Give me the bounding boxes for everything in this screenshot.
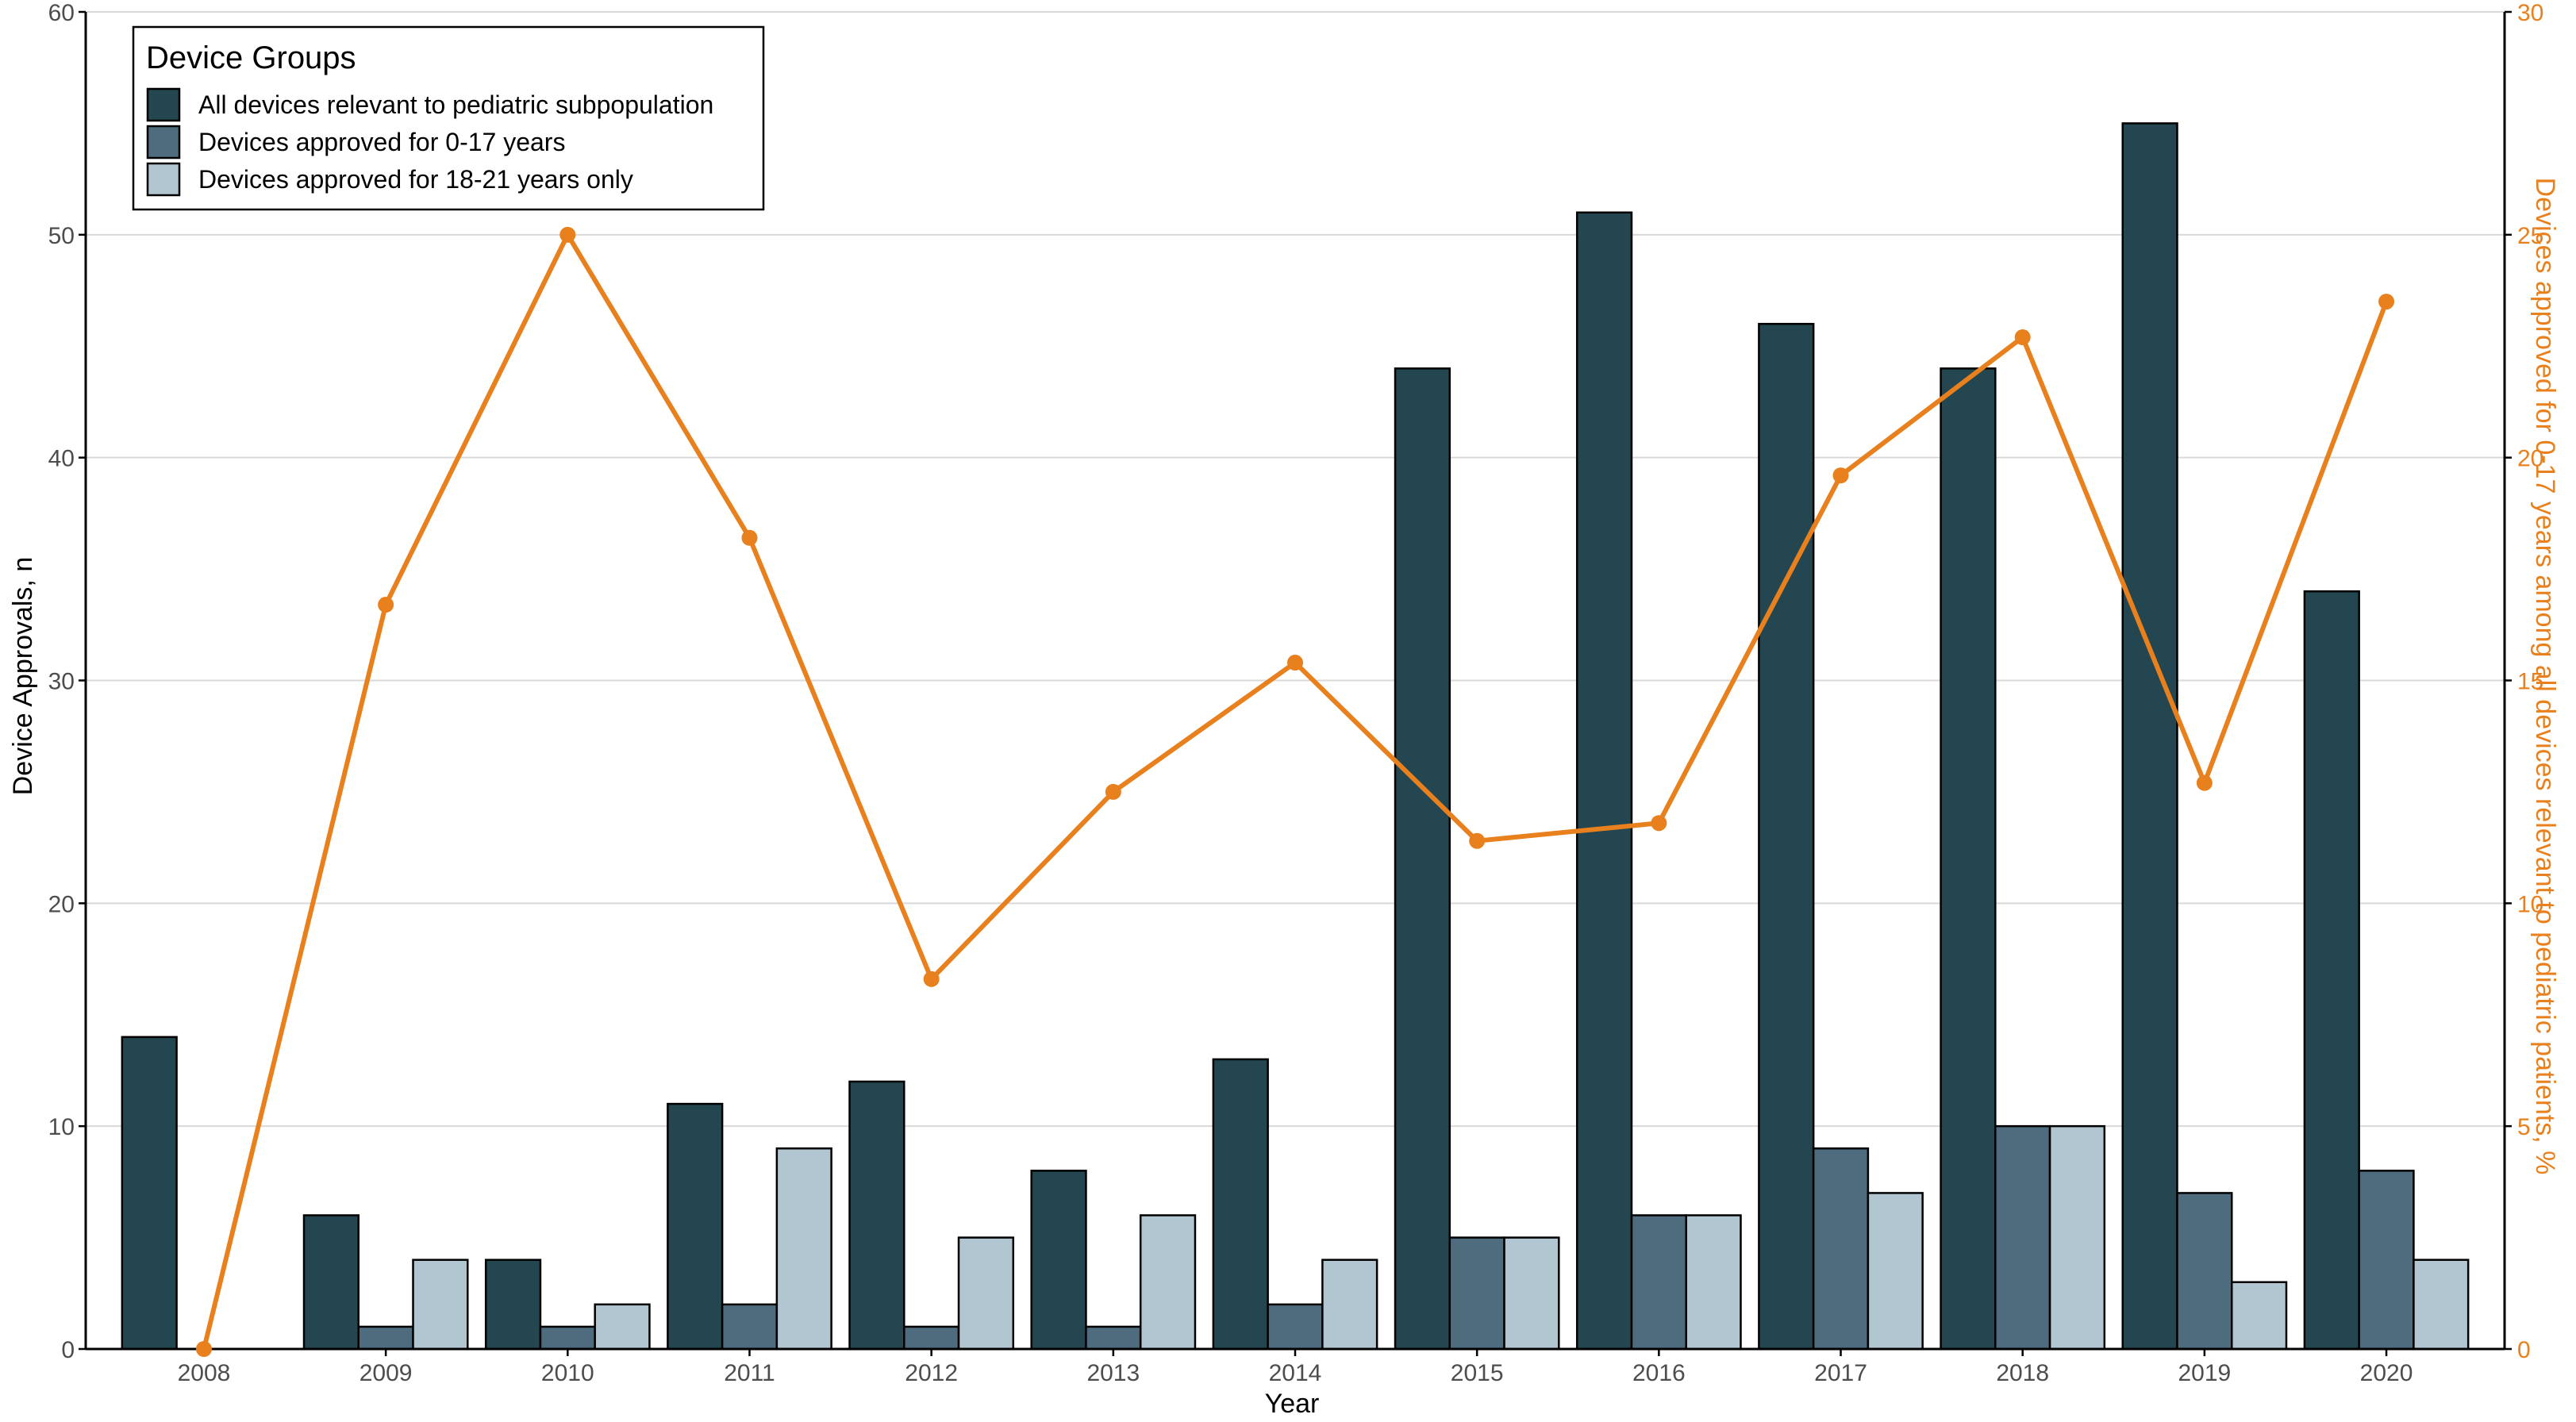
legend-swatch: [146, 162, 181, 197]
x-tick-label: 2017: [1814, 1360, 1867, 1386]
bar: [539, 1325, 596, 1351]
bar: [1758, 322, 1815, 1351]
y-right-tick-label: 10: [2517, 891, 2543, 917]
x-tick-label: 2008: [178, 1360, 231, 1386]
x-tick-label: 2019: [2178, 1360, 2231, 1386]
x-tick-label: 2020: [2360, 1360, 2413, 1386]
bar: [1321, 1259, 1378, 1351]
y-tick-label: 10: [48, 1114, 75, 1140]
bar: [721, 1303, 779, 1351]
y-right-tick-label: 25: [2517, 223, 2543, 249]
legend: Device Groups All devices relevant to pe…: [132, 25, 765, 211]
line-point: [1832, 467, 1849, 484]
x-axis-title: Year: [1265, 1389, 1320, 1419]
legend-box: [132, 25, 765, 211]
bar: [903, 1325, 960, 1351]
bar: [848, 1080, 905, 1351]
bar: [2230, 1281, 2288, 1351]
grid-lines: [86, 11, 2505, 1350]
line-point: [378, 597, 394, 613]
x-tick-label: 2013: [1086, 1360, 1140, 1386]
bar: [412, 1259, 469, 1351]
legend-swatch: [146, 87, 181, 122]
percentage-line: [195, 226, 2395, 1357]
bar: [1394, 367, 1451, 1351]
legend-title: Device Groups: [146, 40, 356, 75]
legend-swatch: [146, 125, 181, 159]
bar: [1575, 211, 1633, 1351]
y-axis-right-title: Devices approved for 0-17 years among al…: [2530, 178, 2560, 1175]
bar: [2303, 590, 2360, 1351]
axes: [79, 10, 2512, 1356]
legend-entry: Devices approved for 0-17 years: [198, 128, 565, 156]
bar: [2358, 1170, 2415, 1351]
bar: [1812, 1147, 1870, 1351]
y-tick-label: 60: [48, 0, 75, 26]
y-tick-label: 30: [48, 669, 75, 695]
bar: [594, 1303, 651, 1351]
x-tick-label: 2009: [359, 1360, 413, 1386]
legend-entry: Devices approved for 18-21 years only: [198, 165, 633, 194]
x-tick-label: 2015: [1451, 1360, 1504, 1386]
bar: [1267, 1303, 1324, 1351]
bar: [484, 1259, 542, 1351]
bar: [357, 1325, 414, 1351]
x-tick-label: 2012: [905, 1360, 958, 1386]
bar: [1503, 1236, 1560, 1351]
line-point: [741, 529, 758, 546]
bar: [2121, 122, 2178, 1351]
bar: [957, 1236, 1015, 1351]
bar: [2176, 1192, 2233, 1351]
line-point: [1105, 783, 1121, 800]
bar: [667, 1102, 724, 1351]
bar: [1139, 1214, 1197, 1351]
legend-entry: All devices relevant to pediatric subpop…: [198, 90, 713, 119]
y-tick-label: 0: [61, 1337, 75, 1363]
bar: [1940, 367, 1997, 1351]
bar: [775, 1147, 832, 1351]
bar: [2048, 1124, 2106, 1351]
bar: [1448, 1236, 1505, 1351]
bar: [1030, 1170, 1087, 1351]
bar: [1867, 1192, 1924, 1351]
y-right-tick-label: 15: [2517, 669, 2543, 695]
line-point: [1287, 655, 1303, 671]
bar: [1685, 1214, 1742, 1351]
x-tick-label: 2011: [724, 1360, 775, 1386]
bar: [1994, 1124, 2051, 1351]
y-axis-title: Device Approvals, n: [8, 557, 38, 796]
bar: [1630, 1214, 1687, 1351]
y-right-tick-label: 30: [2517, 0, 2543, 26]
line-point: [2014, 329, 2031, 346]
x-tick-label: 2018: [1996, 1360, 2049, 1386]
line-point: [559, 226, 576, 243]
bar: [1085, 1325, 1142, 1351]
y-tick-label: 20: [48, 891, 75, 917]
y-right-tick-label: 5: [2517, 1114, 2531, 1140]
line-point: [923, 970, 940, 987]
y-tick-label: 50: [48, 223, 75, 249]
bar: [302, 1214, 360, 1351]
x-tick-label: 2010: [541, 1360, 594, 1386]
tick-labels: 0 10 20 30 40 50 60 0 5 10 15 20 25 30 2008 2009 2010 201…: [48, 0, 2544, 1386]
bar: [1212, 1058, 1269, 1351]
y-right-tick-label: 0: [2517, 1337, 2531, 1363]
x-tick-label: 2016: [1632, 1360, 1686, 1386]
bars: [121, 122, 2470, 1351]
bar: [121, 1036, 178, 1351]
line-point: [195, 1341, 212, 1357]
bar: [2413, 1259, 2470, 1351]
line-point: [2196, 774, 2213, 791]
line-point: [2378, 294, 2395, 310]
line-point: [1651, 815, 1667, 832]
y-tick-label: 40: [48, 446, 75, 472]
line-point: [1469, 832, 1486, 849]
y-right-tick-label: 20: [2517, 446, 2543, 472]
x-tick-label: 2014: [1269, 1360, 1322, 1386]
